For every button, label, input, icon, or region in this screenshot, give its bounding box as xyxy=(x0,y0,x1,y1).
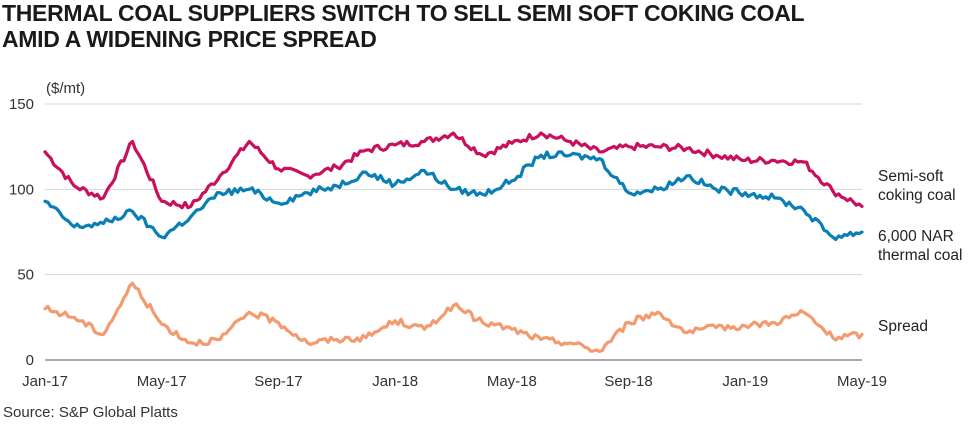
y-tick-100: 100 xyxy=(9,181,34,198)
x-tick-Jan-17: Jan-17 xyxy=(22,373,68,390)
x-tick-labels: Jan-17 May-17 Sep-17 Jan-18 May-18 Sep-18 Jan-… xyxy=(22,373,887,390)
source-note: Source: S&P Global Platts xyxy=(3,404,178,421)
x-tick-Jan-19: Jan-19 xyxy=(722,373,768,390)
x-tick-May-18: May-18 xyxy=(487,373,537,390)
x-tick-May-19: May-19 xyxy=(837,373,887,390)
title-line-1: THERMAL COAL SUPPLIERS SWITCH TO SELL SE… xyxy=(2,0,805,26)
y-tick-labels: 0 50 100 150 xyxy=(9,96,34,369)
series-line-1 xyxy=(43,150,864,242)
x-tick-May-17: May-17 xyxy=(137,373,187,390)
y-axis-label: ($/mt) xyxy=(46,80,85,97)
series-labels: Semi-soft coking coal 6,000 NAR thermal coa… xyxy=(878,168,962,335)
x-tick-Sep-18: Sep-18 xyxy=(604,373,652,390)
chart-title: THERMAL COAL SUPPLIERS SWITCH TO SELL SE… xyxy=(2,0,902,52)
series-line-0 xyxy=(43,131,864,210)
series-lines xyxy=(43,131,864,354)
y-tick-0: 0 xyxy=(26,352,34,369)
x-tick-Jan-18: Jan-18 xyxy=(372,373,418,390)
series-label-2: Spread xyxy=(878,318,928,335)
series-label-1: 6,000 NAR thermal coal xyxy=(878,228,962,264)
series-label-0: Semi-soft coking coal xyxy=(878,168,956,204)
title-line-2: AMID A WIDENING PRICE SPREAD xyxy=(2,26,377,52)
x-tick-Sep-17: Sep-17 xyxy=(254,373,302,390)
series-line-2 xyxy=(43,281,864,354)
y-tick-150: 150 xyxy=(9,96,34,113)
y-tick-50: 50 xyxy=(17,267,34,284)
